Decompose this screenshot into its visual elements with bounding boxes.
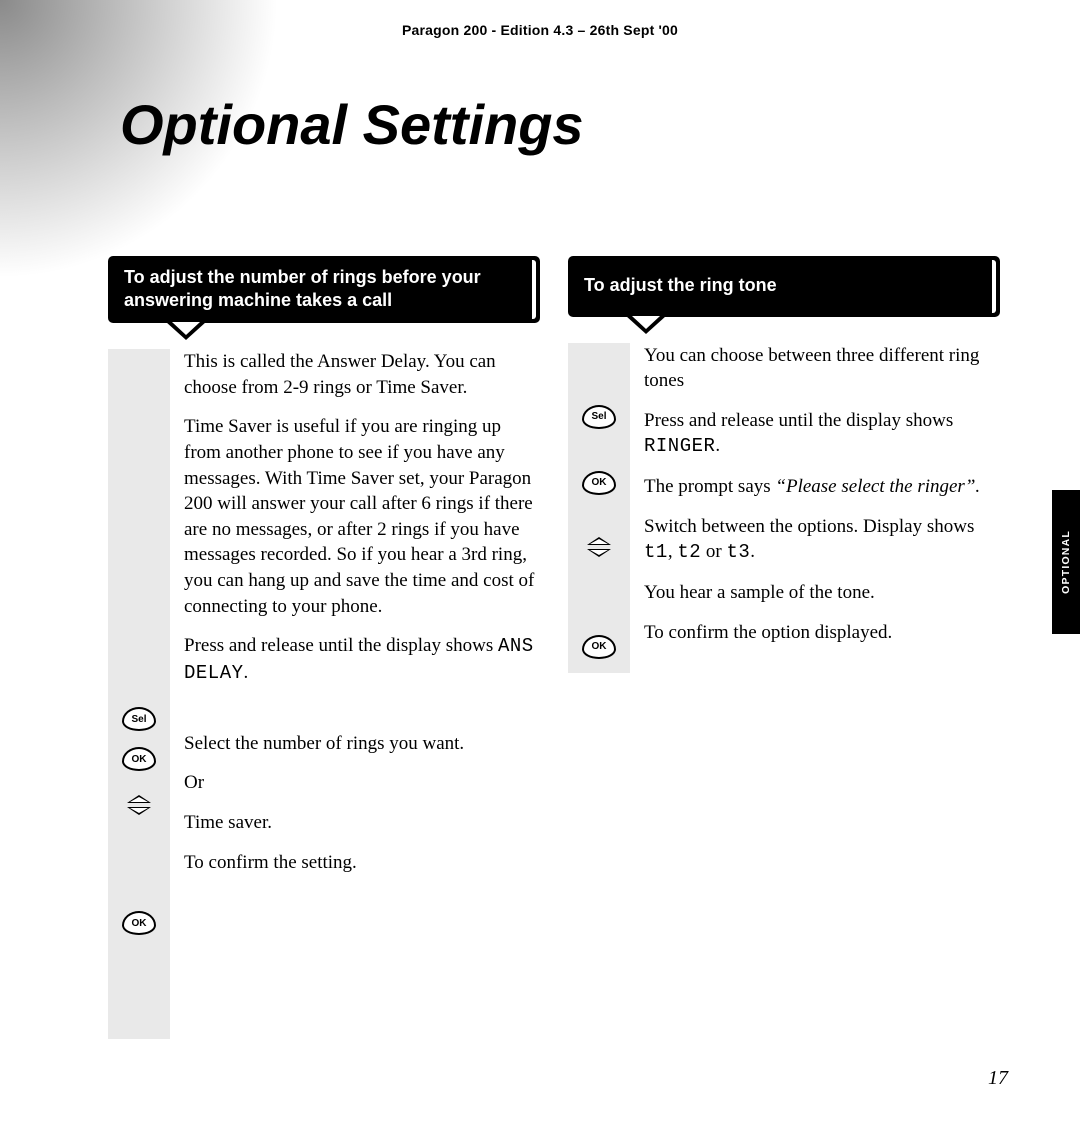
icon-rail-right: Sel OK OK [568, 343, 630, 673]
paragraph: This is called the Answer Delay. You can… [184, 349, 540, 400]
column-left: To adjust the number of rings before you… [108, 256, 540, 1039]
paragraph: You can choose between three different r… [644, 343, 1000, 394]
code-text: RINGER [644, 435, 715, 457]
paragraph: Time Saver is useful if you are ringing … [184, 414, 540, 619]
ok-label: OK [132, 918, 147, 929]
text-run: Press and release until the display show… [184, 635, 498, 656]
up-down-arrows-icon [587, 537, 611, 557]
tab-pointer-icon [108, 323, 540, 349]
content-right: You can choose between three different r… [630, 343, 1000, 673]
paragraph: Press and release until the display show… [644, 408, 1000, 460]
paragraph: Select the number of rings you want. [184, 731, 540, 757]
page-title: Optional Settings [120, 92, 584, 157]
ok-label: OK [592, 477, 607, 488]
sel-label: Sel [131, 714, 146, 725]
column-right: To adjust the ring tone Sel OK OK [568, 256, 1000, 1039]
tab-label: To adjust the ring tone [584, 275, 777, 295]
page-number: 17 [988, 1067, 1008, 1090]
content-left: This is called the Answer Delay. You can… [170, 349, 540, 1039]
text-run: The prompt says [644, 476, 775, 497]
text-run: . [750, 541, 755, 562]
italic-text: “Please select the ringer”. [775, 476, 980, 497]
paragraph: To confirm the setting. [184, 850, 540, 876]
section-side-tab: OPTIONAL [1052, 490, 1080, 634]
ok-button-icon: OK [122, 747, 156, 771]
icon-rail-left: Sel OK OK [108, 349, 170, 1039]
ok-button-icon: OK [582, 635, 616, 659]
side-tab-label: OPTIONAL [1060, 530, 1072, 594]
paragraph: The prompt says “Please select the ringe… [644, 474, 1000, 500]
paragraph: Switch between the options. Display show… [644, 514, 1000, 566]
text-run: . [715, 435, 720, 456]
ok-label: OK [132, 754, 147, 765]
paragraph: To confirm the option displayed. [644, 620, 1000, 646]
text-run: Switch between the options. Display show… [644, 516, 974, 537]
text-run: Press and release until the display show… [644, 410, 953, 431]
code-text: t1 [644, 541, 668, 563]
text-run: , [668, 541, 678, 562]
sel-button-icon: Sel [582, 405, 616, 429]
paragraph: Time saver. [184, 810, 540, 836]
paragraph: You hear a sample of the tone. [644, 580, 1000, 606]
sel-label: Sel [591, 411, 606, 422]
tab-label: To adjust the number of rings before you… [124, 267, 481, 310]
section-tab-answer-delay: To adjust the number of rings before you… [108, 256, 540, 323]
doc-header: Paragon 200 - Edition 4.3 – 26th Sept '0… [0, 22, 1080, 38]
paragraph: Or [184, 770, 540, 796]
ok-label: OK [592, 641, 607, 652]
up-down-arrows-icon [127, 795, 151, 815]
code-text: t2 [677, 541, 701, 563]
text-run: or [701, 541, 726, 562]
paragraph: Press and release until the display show… [184, 633, 540, 686]
ok-button-icon: OK [122, 911, 156, 935]
code-text: t3 [726, 541, 750, 563]
sel-button-icon: Sel [122, 707, 156, 731]
section-tab-ring-tone: To adjust the ring tone [568, 256, 1000, 317]
tab-pointer-icon [568, 317, 1000, 343]
text-run: . [244, 662, 249, 683]
ok-button-icon: OK [582, 471, 616, 495]
